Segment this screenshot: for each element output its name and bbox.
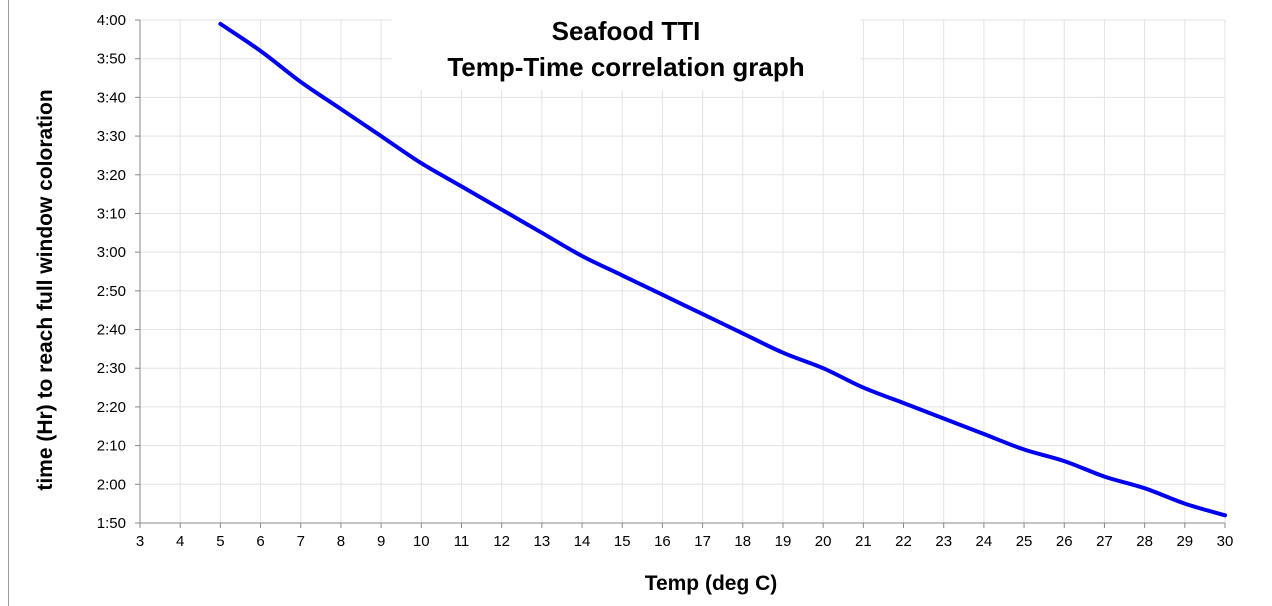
title-background bbox=[392, 10, 860, 90]
data-point bbox=[460, 185, 463, 188]
x-tick-label: 18 bbox=[734, 533, 751, 550]
y-tick-label: 3:30 bbox=[97, 128, 126, 145]
data-point bbox=[621, 274, 624, 277]
y-tick-label: 2:50 bbox=[97, 283, 126, 300]
data-point bbox=[500, 208, 503, 211]
x-tick-label: 28 bbox=[1136, 533, 1153, 550]
data-point bbox=[822, 367, 825, 370]
y-tick-label: 3:10 bbox=[97, 205, 126, 222]
data-point bbox=[902, 402, 905, 405]
x-tick-label: 21 bbox=[855, 533, 872, 550]
data-point bbox=[259, 49, 262, 52]
data-point bbox=[982, 433, 985, 436]
y-tick-label: 2:20 bbox=[97, 399, 126, 416]
x-tick-label: 20 bbox=[815, 533, 832, 550]
x-tick-label: 3 bbox=[136, 533, 144, 550]
y-axis-title: time (Hr) to reach full window coloratio… bbox=[34, 89, 57, 490]
series-layer bbox=[218, 21, 1227, 518]
series-line bbox=[218, 21, 1227, 518]
data-point bbox=[1023, 448, 1026, 451]
data-point bbox=[1103, 475, 1106, 478]
data-point bbox=[219, 22, 222, 25]
x-tick-label: 13 bbox=[534, 533, 551, 550]
x-tick-label: 11 bbox=[454, 533, 470, 550]
y-tick-label: 3:20 bbox=[97, 167, 126, 184]
data-point bbox=[420, 162, 423, 165]
y-tick-label: 4:00 bbox=[97, 12, 126, 29]
data-point bbox=[540, 231, 543, 234]
x-tick-label: 24 bbox=[976, 533, 993, 550]
x-tick-label: 7 bbox=[297, 533, 305, 550]
y-tick-labels: 1:50 2:00 2:10 2:20 2:30 2:40 2:50 3:00 3:10 3:20… bbox=[97, 12, 126, 532]
y-tick-label: 2:30 bbox=[97, 360, 126, 377]
x-tick-label: 27 bbox=[1096, 533, 1113, 550]
chart-title-line-1: Seafood TTI bbox=[552, 16, 701, 46]
y-tick-label: 3:40 bbox=[97, 89, 126, 106]
x-tick-label: 17 bbox=[694, 533, 711, 550]
x-tick-label: 10 bbox=[413, 533, 430, 550]
x-tick-label: 29 bbox=[1176, 533, 1193, 550]
y-tick-label: 3:50 bbox=[97, 51, 126, 68]
page-left-border bbox=[8, 0, 9, 606]
data-point bbox=[339, 107, 342, 110]
data-point bbox=[781, 351, 784, 354]
data-point bbox=[701, 313, 704, 316]
x-tick-label: 25 bbox=[1016, 533, 1033, 550]
x-tick-label: 15 bbox=[614, 533, 631, 550]
x-tick-label: 9 bbox=[377, 533, 385, 550]
data-point bbox=[1224, 514, 1227, 517]
x-tick-label: 4 bbox=[176, 533, 184, 550]
data-point bbox=[299, 80, 302, 83]
y-tick-label: 3:00 bbox=[97, 244, 126, 261]
data-point bbox=[1063, 460, 1066, 463]
x-tick-label: 22 bbox=[895, 533, 912, 550]
y-tick-label: 2:10 bbox=[97, 438, 126, 455]
data-point bbox=[581, 255, 584, 258]
data-point bbox=[1183, 502, 1186, 505]
x-tick-label: 14 bbox=[574, 533, 591, 550]
data-point bbox=[741, 332, 744, 335]
y-tick-label: 1:50 bbox=[97, 515, 126, 532]
y-tick-label: 2:00 bbox=[97, 476, 126, 493]
data-point bbox=[862, 386, 865, 389]
x-tick-label: 6 bbox=[256, 533, 264, 550]
x-tick-label: 5 bbox=[216, 533, 224, 550]
x-tick-label: 8 bbox=[337, 533, 345, 550]
x-tick-label: 12 bbox=[493, 533, 510, 550]
x-axis-title: Temp (deg C) bbox=[645, 572, 778, 595]
data-point bbox=[1143, 487, 1146, 490]
x-tick-label: 30 bbox=[1217, 533, 1234, 550]
data-point bbox=[942, 417, 945, 420]
x-tick-label: 19 bbox=[775, 533, 792, 550]
y-tick-label: 2:40 bbox=[97, 322, 126, 339]
x-tick-labels: 3 4 5 6 7 8 9 10 11 12 13 14 15 16 17 18 19 20 21 22 23 24 25 2… bbox=[136, 533, 1234, 550]
chart-title-line-2: Temp-Time correlation graph bbox=[447, 52, 804, 82]
x-tick-label: 23 bbox=[935, 533, 952, 550]
x-tick-label: 26 bbox=[1056, 533, 1073, 550]
grid bbox=[139, 19, 1226, 524]
axes bbox=[135, 19, 1226, 528]
x-tick-label: 16 bbox=[654, 533, 671, 550]
data-point bbox=[380, 135, 383, 138]
data-point bbox=[661, 293, 664, 296]
